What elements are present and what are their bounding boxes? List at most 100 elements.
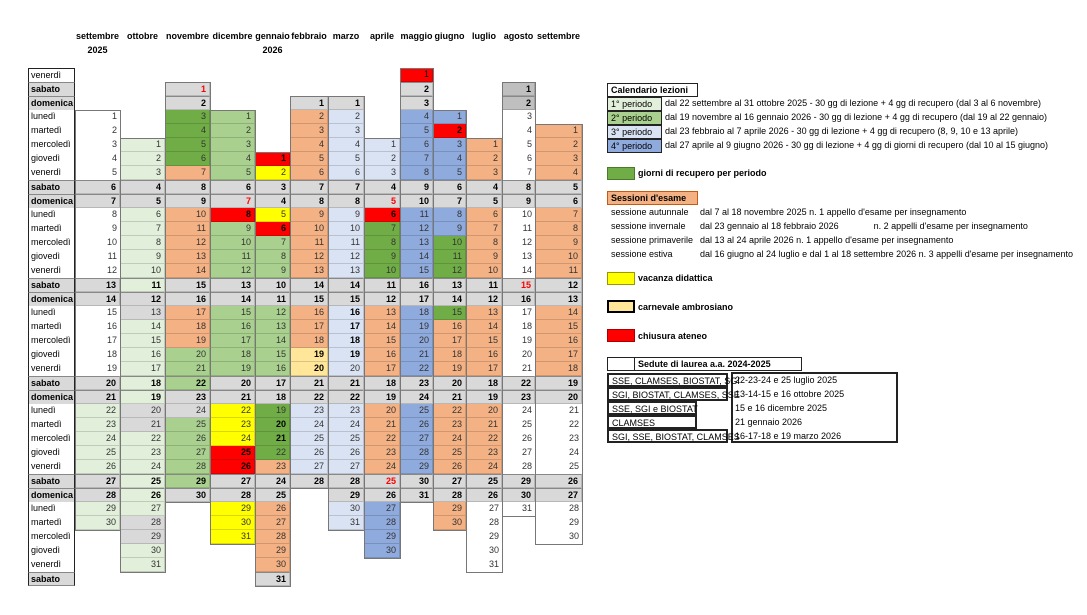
day-cell: 3 — [502, 110, 535, 124]
day-cell: 28 — [466, 516, 502, 530]
day-cell: 5 — [535, 180, 582, 194]
weekday-label: domenica — [28, 488, 75, 502]
day-cell: 25 — [210, 446, 255, 460]
day-cell: 28 — [364, 516, 400, 530]
day-cell: 29 — [400, 460, 433, 474]
day-cell: 23 — [535, 432, 582, 446]
day-cell: 1 — [535, 124, 582, 138]
day-cell: 23 — [466, 446, 502, 460]
day-cell: 13 — [120, 306, 165, 320]
weekday-label: giovedì — [28, 446, 75, 460]
weekday-label: mercoledì — [28, 138, 75, 152]
day-cell: 19 — [466, 390, 502, 404]
day-cell: 20 — [502, 348, 535, 362]
day-cell: 16 — [466, 348, 502, 362]
day-cell: 6 — [364, 208, 400, 222]
day-cell: 5 — [328, 152, 364, 166]
weekday-label: venerdì — [28, 166, 75, 180]
day-cell: 27 — [535, 488, 582, 502]
day-cell: 26 — [165, 432, 210, 446]
day-cell: 10 — [400, 194, 433, 208]
day-cell: 20 — [165, 348, 210, 362]
day-cell: 9 — [433, 222, 466, 236]
day-cell: 19 — [400, 320, 433, 334]
weekday-label: giovedì — [28, 348, 75, 362]
day-cell: 9 — [210, 222, 255, 236]
day-cell: 19 — [535, 376, 582, 390]
day-cell: 12 — [210, 264, 255, 278]
day-cell: 5 — [433, 166, 466, 180]
day-cell: 1 — [290, 96, 328, 110]
session-text: dal 16 giugno al 24 luglio e dal 1 al 18… — [700, 249, 1073, 259]
day-cell: 28 — [433, 488, 466, 502]
day-cell: 10 — [165, 208, 210, 222]
day-cell: 16 — [75, 320, 120, 334]
day-cell: 16 — [165, 292, 210, 306]
day-cell: 8 — [400, 166, 433, 180]
day-cell: 26 — [400, 418, 433, 432]
day-cell: 30 — [255, 558, 290, 572]
day-cell: 13 — [290, 264, 328, 278]
day-cell: 6 — [210, 180, 255, 194]
weekday-label: giovedì — [28, 544, 75, 558]
day-cell: 9 — [364, 250, 400, 264]
day-cell: 12 — [120, 292, 165, 306]
day-cell: 12 — [364, 292, 400, 306]
day-cell: 19 — [255, 404, 290, 418]
day-cell: 12 — [466, 292, 502, 306]
day-cell: 25 — [535, 460, 582, 474]
day-cell: 11 — [120, 278, 165, 292]
weekday-label: lunedì — [28, 110, 75, 124]
day-cell: 1 — [75, 110, 120, 124]
day-cell: 27 — [255, 516, 290, 530]
day-cell: 4 — [364, 180, 400, 194]
day-cell: 25 — [165, 418, 210, 432]
day-cell: 10 — [328, 222, 364, 236]
day-cell: 21 — [433, 390, 466, 404]
period-2-text: dal 19 novembre al 16 gennaio 2026 - 30 … — [665, 112, 1048, 122]
day-cell: 30 — [502, 488, 535, 502]
day-cell: 2 — [502, 96, 535, 110]
sedute-corsi: CLAMSES — [607, 415, 697, 429]
day-cell: 31 — [210, 530, 255, 544]
day-cell: 31 — [466, 558, 502, 572]
chiusura-swatch — [607, 329, 635, 342]
day-cell: 30 — [364, 544, 400, 558]
weekday-label: martedì — [28, 516, 75, 530]
day-cell: 10 — [120, 264, 165, 278]
day-cell: 22 — [120, 432, 165, 446]
month-header: marzo — [332, 31, 360, 41]
sedute-corsi: SSE, SGI e BIOSTAT — [607, 401, 698, 415]
day-cell: 8 — [433, 208, 466, 222]
day-cell: 24 — [328, 418, 364, 432]
day-cell: 21 — [75, 390, 120, 404]
day-cell: 1 — [165, 82, 210, 96]
day-cell: 24 — [290, 418, 328, 432]
day-cell: 7 — [120, 222, 165, 236]
day-cell: 30 — [400, 474, 433, 488]
day-cell: 11 — [255, 292, 290, 306]
day-cell: 17 — [255, 376, 290, 390]
day-cell: 5 — [165, 138, 210, 152]
day-cell: 26 — [433, 460, 466, 474]
weekday-label: lunedì — [28, 208, 75, 222]
day-cell: 23 — [75, 418, 120, 432]
day-cell: 22 — [165, 376, 210, 390]
day-cell: 2 — [400, 82, 433, 96]
day-cell: 13 — [75, 278, 120, 292]
day-cell: 20 — [400, 334, 433, 348]
day-cell: 21 — [364, 418, 400, 432]
day-cell: 6 — [290, 166, 328, 180]
day-cell: 14 — [364, 320, 400, 334]
weekday-label: martedì — [28, 124, 75, 138]
weekday-label: venerdì — [28, 68, 75, 82]
day-cell: 2 — [328, 110, 364, 124]
day-cell: 17 — [433, 334, 466, 348]
day-cell: 22 — [466, 432, 502, 446]
day-cell: 24 — [255, 474, 290, 488]
day-cell: 26 — [535, 474, 582, 488]
period-3-label: 3° periodo — [607, 125, 662, 139]
day-cell: 15 — [328, 292, 364, 306]
day-cell: 8 — [255, 250, 290, 264]
day-cell: 14 — [502, 264, 535, 278]
